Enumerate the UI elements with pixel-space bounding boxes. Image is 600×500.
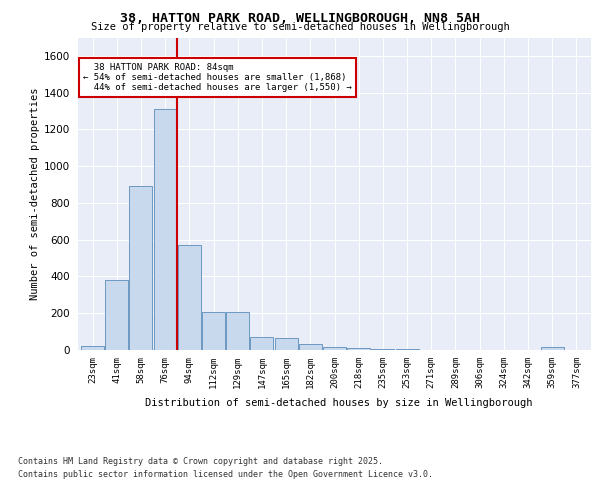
Bar [154, 109, 176, 350]
Bar [105, 280, 128, 350]
Text: Size of property relative to semi-detached houses in Wellingborough: Size of property relative to semi-detach… [91, 22, 509, 32]
Bar [178, 245, 201, 350]
Text: Contains public sector information licensed under the Open Government Licence v3: Contains public sector information licen… [18, 470, 433, 479]
Text: Distribution of semi-detached houses by size in Wellingborough: Distribution of semi-detached houses by … [145, 398, 533, 407]
Bar [371, 349, 394, 350]
Text: 38, HATTON PARK ROAD, WELLINGBOROUGH, NN8 5AH: 38, HATTON PARK ROAD, WELLINGBOROUGH, NN… [120, 12, 480, 26]
Bar [202, 312, 225, 350]
Bar [226, 312, 249, 350]
Bar [250, 337, 274, 350]
Bar [541, 347, 564, 350]
Bar [323, 346, 346, 350]
Bar [81, 346, 104, 350]
Bar [130, 186, 152, 350]
Text: 38 HATTON PARK ROAD: 84sqm
← 54% of semi-detached houses are smaller (1,868)
  4: 38 HATTON PARK ROAD: 84sqm ← 54% of semi… [83, 62, 352, 92]
Bar [347, 348, 370, 350]
Bar [275, 338, 298, 350]
Y-axis label: Number of semi-detached properties: Number of semi-detached properties [30, 88, 40, 300]
Bar [299, 344, 322, 350]
Text: Contains HM Land Registry data © Crown copyright and database right 2025.: Contains HM Land Registry data © Crown c… [18, 458, 383, 466]
